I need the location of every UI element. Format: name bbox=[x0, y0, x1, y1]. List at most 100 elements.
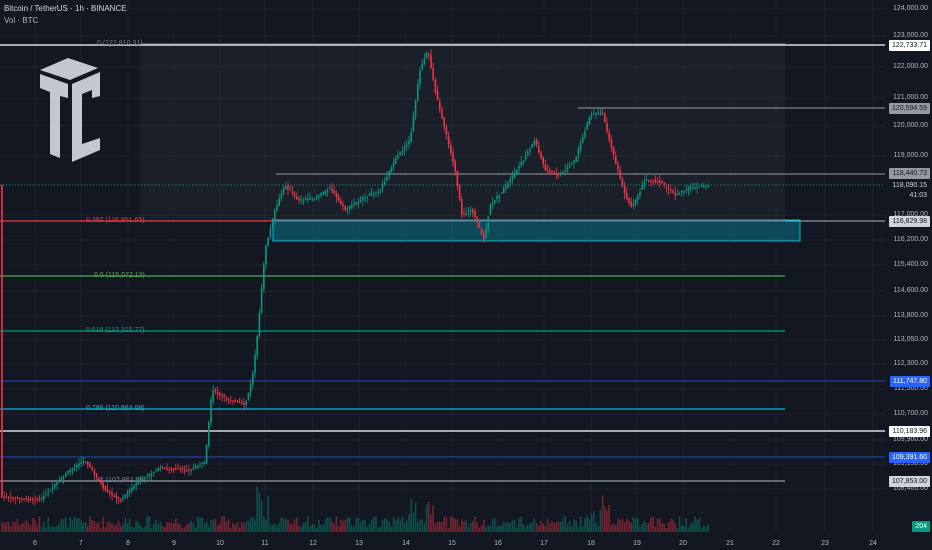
candle-body bbox=[238, 402, 241, 404]
candle-body bbox=[516, 169, 518, 174]
volume-bar bbox=[304, 522, 307, 532]
candle-body bbox=[100, 480, 102, 484]
volume-bar bbox=[527, 524, 529, 532]
candle-body bbox=[166, 468, 168, 470]
volume-bar bbox=[104, 527, 107, 532]
candle-body bbox=[529, 149, 531, 152]
volume-bar bbox=[223, 516, 225, 532]
volume-bar bbox=[271, 524, 274, 532]
candle-body bbox=[639, 191, 641, 196]
volume-bar bbox=[238, 527, 241, 532]
volume-bar bbox=[388, 521, 390, 532]
volume-bar bbox=[496, 526, 498, 532]
candle-body bbox=[16, 497, 19, 499]
volume-bar bbox=[584, 518, 586, 532]
volume-bar bbox=[221, 516, 223, 532]
volume-bar bbox=[340, 520, 342, 532]
volume-bar bbox=[128, 518, 131, 532]
volume-bar bbox=[62, 519, 65, 532]
candle-body bbox=[626, 192, 628, 200]
volume-bar bbox=[406, 520, 408, 532]
candle-body bbox=[544, 164, 547, 171]
candle-body bbox=[599, 112, 602, 114]
candle-body bbox=[355, 202, 357, 205]
volume-bar bbox=[524, 527, 527, 532]
candle-body bbox=[54, 484, 56, 488]
volume-bar bbox=[234, 525, 236, 532]
volume-bar bbox=[3, 523, 5, 532]
candle-body bbox=[76, 465, 78, 468]
volume-indicator-label[interactable]: Vol · BTC bbox=[4, 16, 39, 25]
volume-bar bbox=[232, 522, 234, 532]
candle-body bbox=[139, 479, 142, 482]
volume-bar bbox=[175, 519, 177, 532]
candle-body bbox=[60, 478, 63, 481]
volume-bar bbox=[502, 522, 505, 532]
volume-bar bbox=[632, 516, 635, 532]
candle-body bbox=[538, 145, 540, 153]
candle-body bbox=[326, 190, 329, 192]
volume-bar bbox=[153, 523, 155, 532]
candle-body bbox=[577, 148, 580, 157]
volume-bar bbox=[628, 520, 630, 532]
volume-bar bbox=[421, 519, 423, 532]
volume-bar bbox=[694, 516, 696, 532]
support-price-tag: 116,829.98 bbox=[889, 216, 930, 227]
volume-bar bbox=[311, 524, 313, 532]
volume-bar bbox=[480, 525, 483, 532]
volume-bar bbox=[683, 525, 685, 532]
volume-bar bbox=[533, 518, 536, 532]
volume-bar bbox=[67, 527, 69, 532]
volume-bar bbox=[362, 520, 364, 532]
candle-body bbox=[157, 468, 159, 471]
candle-body bbox=[375, 192, 377, 194]
candle-body bbox=[560, 173, 562, 175]
candle-body bbox=[51, 487, 54, 489]
date-tick: 22 bbox=[772, 540, 780, 547]
candle-body bbox=[258, 313, 261, 337]
volume-bar bbox=[577, 527, 580, 532]
candle-body bbox=[12, 497, 14, 499]
volume-bar bbox=[82, 522, 85, 532]
date-tick: 18 bbox=[587, 540, 595, 547]
candle-body bbox=[225, 397, 228, 399]
volume-bar bbox=[549, 523, 551, 532]
volume-bar bbox=[630, 522, 632, 532]
candle-body bbox=[593, 113, 595, 115]
volume-bar bbox=[25, 520, 27, 532]
volume-bar bbox=[386, 519, 388, 532]
candle-body bbox=[186, 470, 188, 472]
volume-bar bbox=[366, 527, 368, 532]
candle-body bbox=[623, 186, 626, 194]
candle-body bbox=[419, 70, 421, 85]
volume-bar bbox=[414, 502, 417, 532]
volume-bar bbox=[505, 522, 507, 532]
date-tick: 19 bbox=[633, 540, 641, 547]
candle-body bbox=[705, 185, 707, 187]
volume-bar bbox=[456, 519, 459, 532]
candle-body bbox=[478, 222, 481, 228]
candle-body bbox=[179, 468, 181, 470]
symbol-title[interactable]: Bitcoin / TetherUS · 1h · BINANCE bbox=[4, 4, 127, 13]
candle-body bbox=[36, 498, 38, 500]
candle-body bbox=[335, 193, 338, 198]
volume-bar bbox=[450, 517, 452, 532]
candle-body bbox=[439, 100, 441, 110]
candle-body bbox=[296, 196, 298, 200]
volume-bar bbox=[472, 520, 474, 532]
candle-body bbox=[472, 209, 474, 213]
price-tick: 108,400.00 bbox=[892, 485, 928, 492]
candle-body bbox=[260, 288, 263, 314]
candle-body bbox=[304, 198, 307, 200]
volume-bar bbox=[192, 522, 195, 532]
volume-bar bbox=[705, 526, 707, 532]
volume-bar bbox=[626, 518, 628, 532]
candle-body bbox=[80, 461, 82, 464]
candle-body bbox=[142, 478, 144, 480]
price-tick: 109,900.00 bbox=[892, 436, 928, 443]
candle-body bbox=[463, 214, 465, 216]
candle-body bbox=[32, 498, 34, 500]
candle-body bbox=[397, 155, 399, 159]
